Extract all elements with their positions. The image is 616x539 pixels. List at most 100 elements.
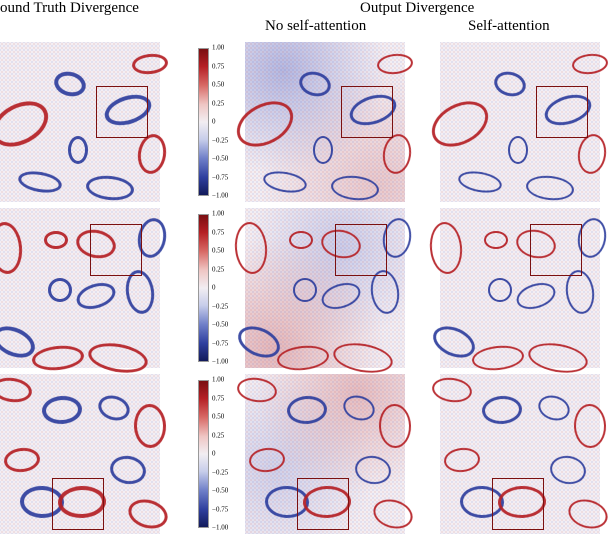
ellipse-ring	[73, 278, 118, 313]
colorbar-tick: 0	[212, 119, 216, 126]
ellipse-ring	[264, 485, 309, 519]
ellipse-ring	[57, 485, 106, 519]
ellipse-ring	[513, 278, 558, 313]
colorbar-tick: −0.75	[212, 174, 228, 181]
ellipse-ring	[229, 92, 301, 155]
ellipse-ring	[563, 268, 597, 315]
ellipse-ring	[380, 216, 415, 260]
panel-self-attention	[440, 42, 600, 202]
roi-box	[341, 86, 393, 138]
ellipse-ring	[525, 174, 575, 203]
figure: ound Truth Divergence Output Divergence …	[0, 0, 616, 539]
ellipse-ring	[368, 268, 402, 315]
ellipse-ring	[378, 403, 412, 448]
ellipse-ring	[135, 216, 170, 260]
noise-layer	[0, 374, 160, 534]
panel-no-self-attention	[245, 42, 405, 202]
panel-ground-truth	[0, 208, 160, 368]
wash-layer	[245, 374, 405, 534]
ellipse-ring	[370, 495, 416, 533]
ellipse-ring	[85, 174, 135, 203]
ellipse-ring	[481, 395, 523, 426]
noise-layer	[440, 374, 600, 534]
ellipse-ring	[340, 392, 378, 425]
colorbar-tick: −0.75	[212, 506, 228, 513]
ellipse-ring	[346, 89, 400, 130]
colorbar-tick: 0.75	[212, 63, 224, 70]
ellipse-ring	[302, 485, 351, 519]
ellipse-ring	[248, 446, 286, 474]
ellipse-ring	[74, 226, 119, 262]
ellipse-ring	[276, 343, 330, 372]
ellipse-ring	[541, 89, 595, 130]
colorbar-tick: −0.25	[212, 137, 228, 144]
noise-layer	[245, 208, 405, 368]
ellipse-ring	[471, 343, 525, 372]
colorbar-tick: 0.75	[212, 229, 224, 236]
colorbar-tick: 1.00	[212, 211, 224, 218]
header-self-attention: Self-attention	[468, 18, 550, 35]
noise-layer	[440, 208, 600, 368]
ellipse-ring	[125, 495, 171, 533]
ellipse-ring	[535, 392, 573, 425]
header-ground-truth: ound Truth Divergence	[0, 0, 139, 17]
ellipse-ring	[484, 231, 508, 249]
colorbar: 1.000.750.500.250−0.25−0.50−0.75−1.00	[190, 374, 238, 534]
ellipse-ring	[51, 68, 88, 99]
colorbar-tick: −1.00	[212, 359, 228, 366]
ellipse-ring	[135, 132, 168, 176]
colorbar-tick: 1.00	[212, 377, 224, 384]
colorbar-tick: 0	[212, 451, 216, 458]
ellipse-ring	[17, 168, 64, 195]
header-row: ound Truth Divergence Output Divergence …	[0, 0, 616, 40]
roi-box	[297, 478, 349, 530]
ellipse-ring	[262, 168, 309, 195]
header-no-self-attention: No self-attention	[265, 18, 366, 35]
ellipse-ring	[428, 221, 464, 276]
panel-no-self-attention	[245, 208, 405, 368]
ellipse-ring	[236, 375, 279, 404]
ellipse-ring	[508, 136, 528, 164]
panel-ground-truth	[0, 374, 160, 534]
ellipse-ring	[19, 485, 64, 519]
header-output: Output Divergence	[360, 0, 474, 17]
roi-box	[90, 224, 142, 276]
ellipse-ring	[431, 375, 474, 404]
ellipse-ring	[380, 132, 413, 176]
ellipse-ring	[497, 485, 546, 519]
figure-row	[0, 208, 616, 373]
ellipse-ring	[459, 485, 504, 519]
colorbar-strip	[198, 380, 209, 528]
ellipse-ring	[428, 320, 480, 363]
ellipse-ring	[3, 446, 41, 474]
ellipse-ring	[376, 52, 414, 76]
colorbar-tick: 0	[212, 285, 216, 292]
colorbar-tick: 0.50	[212, 248, 224, 255]
ellipse-ring	[0, 92, 56, 155]
ellipse-ring	[133, 403, 167, 448]
colorbar-tick: −1.00	[212, 525, 228, 532]
wash-layer	[245, 42, 405, 202]
panel-no-self-attention	[245, 374, 405, 534]
ellipse-ring	[443, 446, 481, 474]
ellipse-ring	[101, 89, 155, 130]
colorbar-tick: 0.25	[212, 266, 224, 273]
ellipse-ring	[68, 136, 88, 164]
wash-layer	[245, 208, 405, 368]
ellipse-ring	[330, 174, 380, 203]
ellipse-ring	[575, 216, 610, 260]
panel-self-attention	[440, 374, 600, 534]
roi-box	[52, 478, 104, 530]
noise-layer	[440, 42, 600, 202]
ellipse-ring	[296, 68, 333, 99]
ellipse-ring	[514, 226, 559, 262]
ellipse-ring	[233, 221, 269, 276]
ellipse-ring	[48, 278, 72, 302]
ellipse-ring	[565, 495, 611, 533]
colorbar-strip	[198, 48, 209, 196]
colorbar-tick: −0.50	[212, 322, 228, 329]
ellipse-ring	[488, 278, 512, 302]
ellipse-ring	[0, 320, 40, 363]
ellipse-ring	[0, 375, 33, 404]
ellipse-ring	[318, 278, 363, 313]
